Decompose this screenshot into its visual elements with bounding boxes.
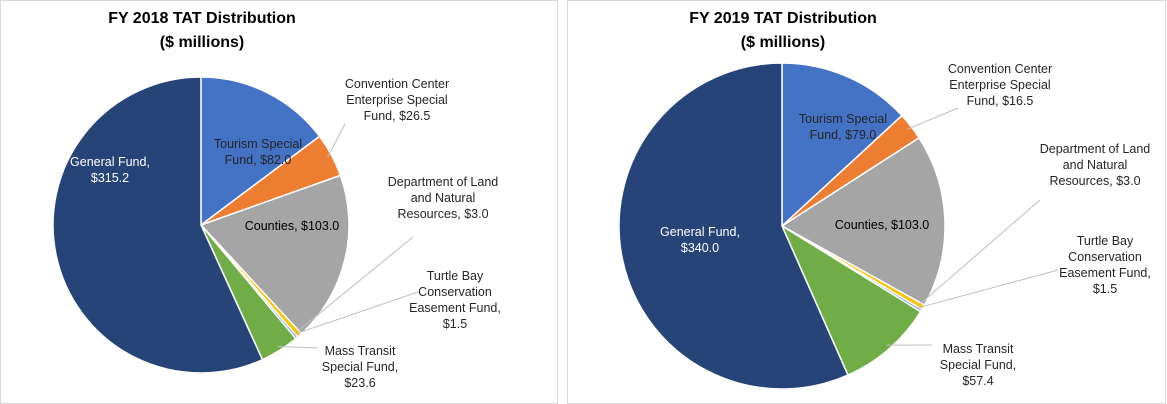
label-category: Tourism Special Fund,	[798, 112, 888, 142]
label-value: $3.0	[464, 207, 489, 221]
leader-line	[917, 269, 1059, 309]
label-value: $1.5	[1092, 282, 1118, 296]
chart-title: FY 2018 TAT Distribution	[108, 10, 296, 27]
label-value: $103.0	[891, 218, 930, 232]
label-value: $315.2	[90, 171, 130, 185]
label-value: $57.4	[962, 374, 994, 388]
label-value: $26.5	[399, 109, 431, 123]
label-value: $103.0	[301, 219, 340, 233]
data-label: Department of Land and Natural Resources…	[383, 174, 503, 222]
label-category: Mass Transit Special Fund,	[321, 344, 399, 374]
label-value: $1.5	[442, 317, 468, 331]
chart-subtitle: ($ millions)	[159, 34, 245, 51]
data-label: Counties, $103.0	[817, 217, 947, 233]
pie-slice	[781, 62, 903, 228]
data-label: Mass Transit Special Fund, $57.4	[928, 341, 1028, 389]
data-label: Department of Land and Natural Resources…	[1030, 141, 1160, 189]
leader-line	[277, 346, 319, 349]
label-category: Department of Land and Natural Resources…	[387, 175, 499, 221]
leader-line	[327, 123, 346, 158]
chart-title: FY 2019 TAT Distribution	[689, 10, 877, 27]
data-label: Tourism Special Fund, $82.0	[203, 136, 313, 168]
pie-slice	[200, 76, 321, 227]
label-category: Counties,	[834, 218, 888, 232]
leader-line	[296, 236, 414, 333]
leader-line	[906, 107, 959, 130]
pie-slice	[199, 174, 350, 335]
pie-slice	[780, 136, 946, 307]
chart-subtitle: ($ millions)	[740, 34, 826, 51]
data-label: Mass Transit Special Fund, $23.6	[310, 343, 410, 391]
label-category: Counties,	[244, 219, 298, 233]
pie-slice	[618, 62, 849, 390]
label-value: $82.0	[260, 153, 292, 167]
data-label: Turtle Bay Conservation Easement Fund, $…	[405, 268, 505, 332]
label-category: Convention Center Enterprise Special Fun…	[344, 77, 450, 123]
data-label: General Fund, $315.2	[50, 154, 170, 186]
label-value: $23.6	[344, 376, 376, 390]
label-category: General Fund,	[660, 225, 740, 239]
label-category: General Fund,	[70, 155, 150, 169]
label-category: Mass Transit Special Fund,	[939, 342, 1017, 372]
data-label: General Fund, $340.0	[640, 224, 760, 256]
leader-line	[293, 291, 419, 335]
data-label: Convention Center Enterprise Special Fun…	[940, 61, 1060, 109]
label-value: $16.5	[1002, 94, 1034, 108]
label-category: Convention Center Enterprise Special Fun…	[947, 62, 1053, 108]
label-category: Tourism Special Fund,	[213, 137, 303, 167]
pie-slice	[52, 76, 264, 374]
label-value: $79.0	[845, 128, 877, 142]
label-value: $340.0	[680, 241, 720, 255]
label-category: Turtle Bay Conservation Easement Fund,	[1059, 234, 1151, 280]
pie-slice	[780, 224, 922, 377]
data-label: Turtle Bay Conservation Easement Fund, $…	[1055, 233, 1155, 297]
data-label: Convention Center Enterprise Special Fun…	[337, 76, 457, 124]
leader-line	[918, 199, 1041, 306]
label-category: Department of Land and Natural Resources…	[1039, 142, 1151, 188]
label-value: $3.0	[1116, 174, 1141, 188]
data-label: Tourism Special Fund, $79.0	[793, 111, 893, 143]
data-label: Counties, $103.0	[227, 218, 357, 234]
label-category: Turtle Bay Conservation Easement Fund,	[409, 269, 501, 315]
